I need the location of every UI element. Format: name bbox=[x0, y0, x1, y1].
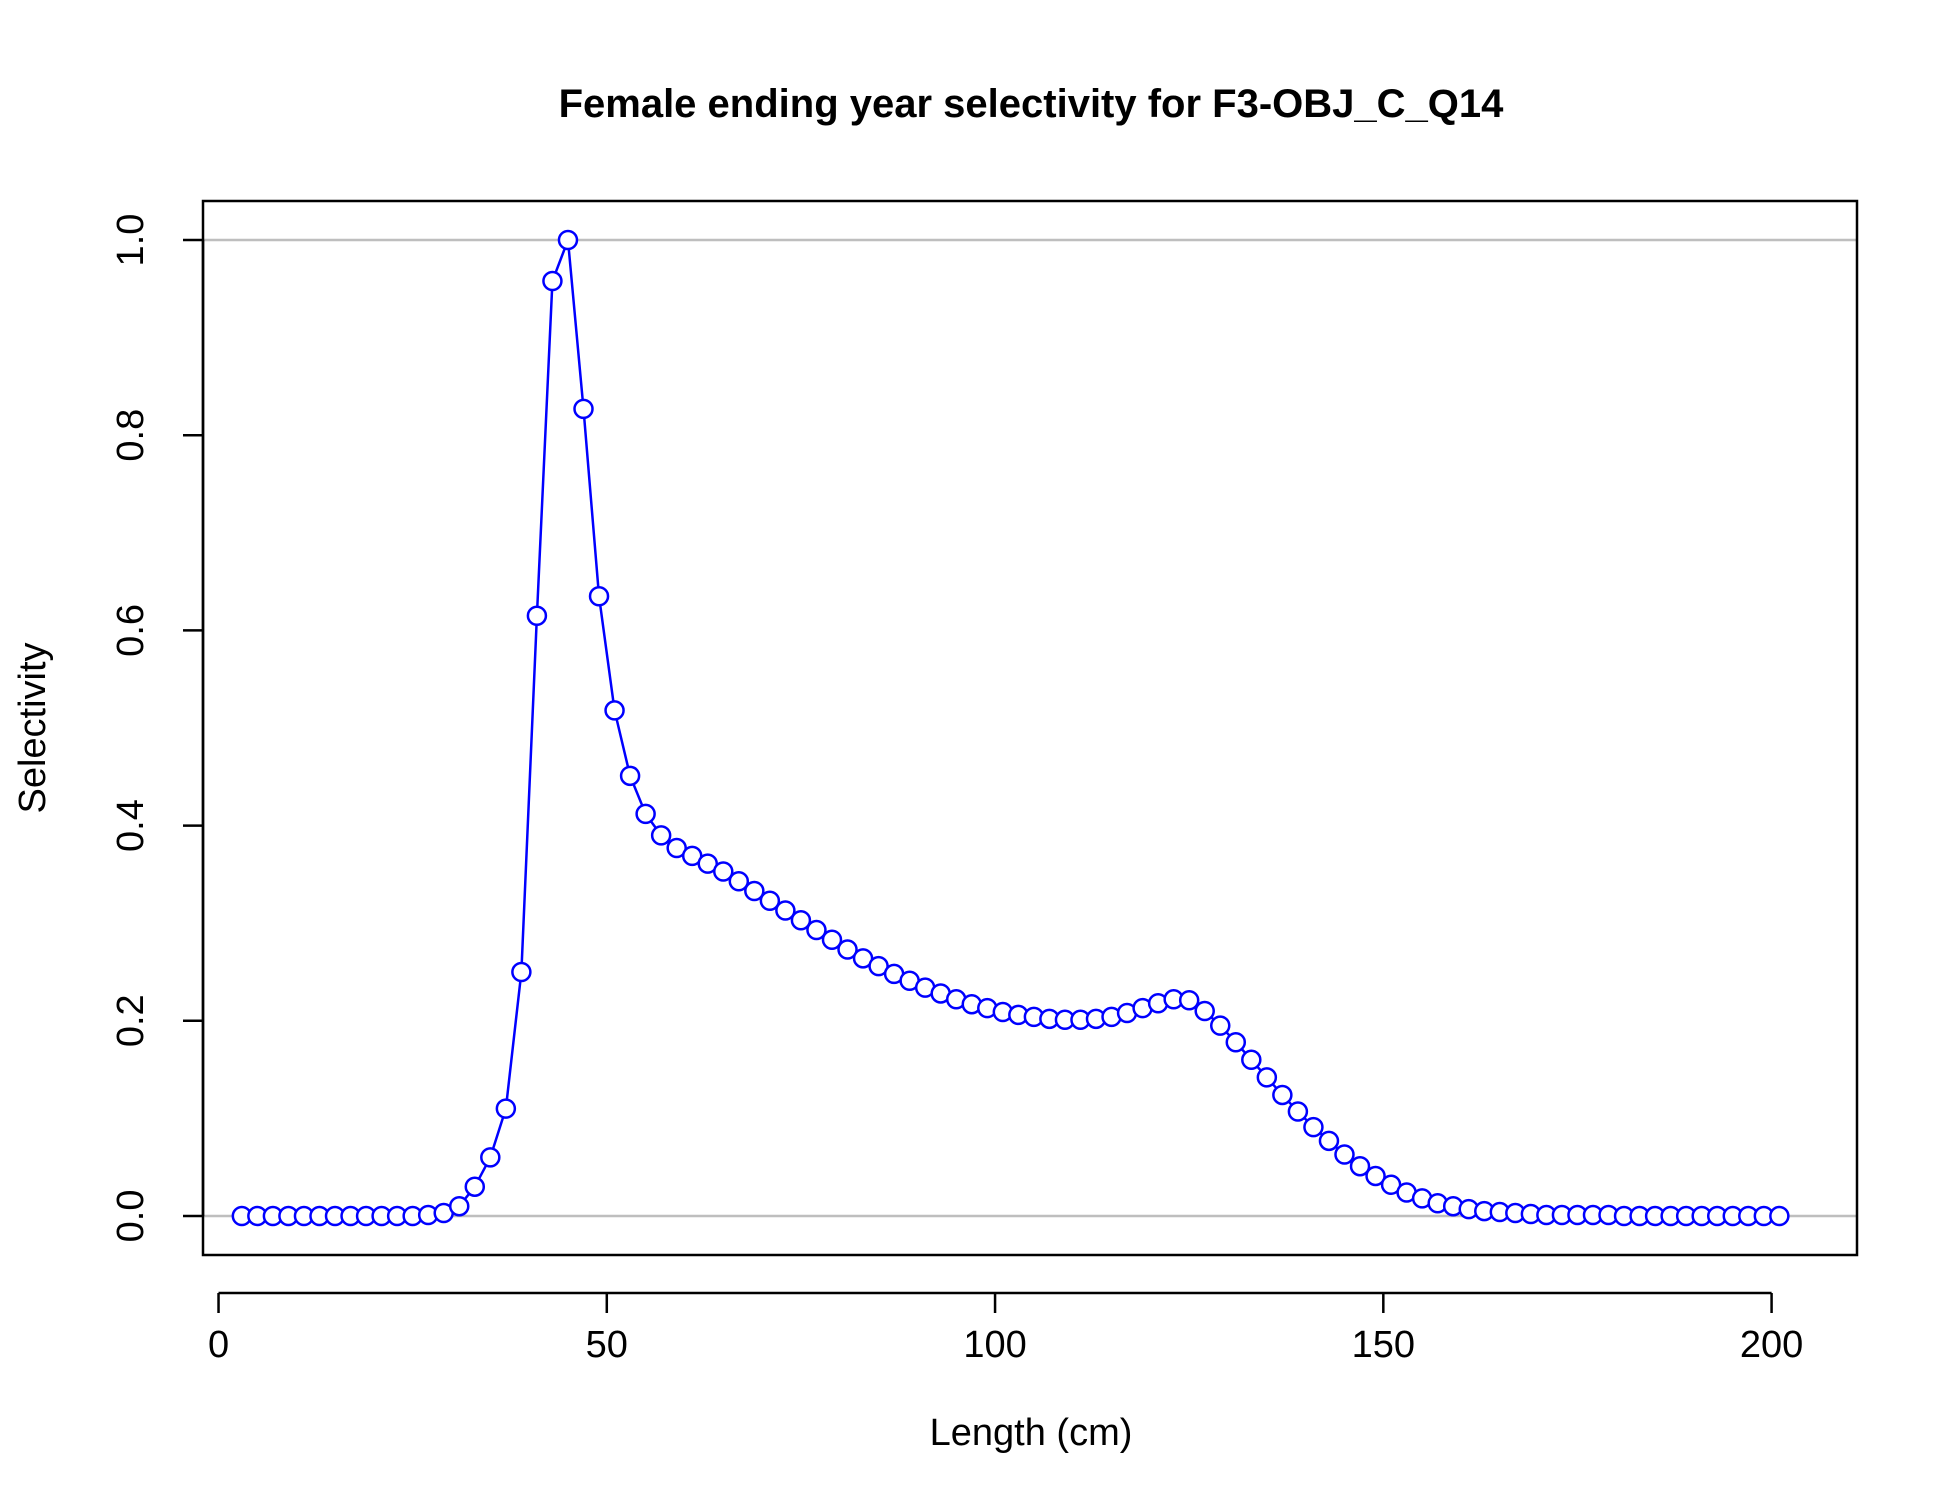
y-axis: 0.0 0.2 0.4 0.6 0.8 1.0 bbox=[110, 214, 205, 1243]
y-axis-label: Selectivity bbox=[12, 642, 54, 813]
y-tick-label: 0.8 bbox=[110, 409, 152, 462]
data-point bbox=[604, 700, 625, 721]
series-line bbox=[241, 239, 1780, 1218]
data-point bbox=[1241, 1049, 1262, 1071]
y-tick-label: 1.0 bbox=[110, 214, 152, 267]
data-point bbox=[449, 1195, 470, 1217]
data-point bbox=[1334, 1144, 1355, 1165]
data-point bbox=[1210, 1015, 1231, 1036]
data-point bbox=[1178, 990, 1200, 1011]
data-point bbox=[1194, 1000, 1215, 1022]
data-point bbox=[1769, 1205, 1790, 1227]
data-point bbox=[588, 586, 610, 607]
data-point bbox=[806, 919, 827, 941]
y-tick-label: 0.6 bbox=[110, 604, 152, 657]
x-tick-label: 150 bbox=[1352, 1324, 1415, 1366]
chart-title: Female ending year selectivity for F3-OB… bbox=[559, 82, 1505, 126]
data-point bbox=[1256, 1067, 1278, 1088]
data-point bbox=[542, 270, 563, 292]
x-axis: 0 50 100 150 200 bbox=[208, 1291, 1803, 1366]
data-point bbox=[480, 1147, 501, 1168]
data-point bbox=[511, 961, 532, 983]
y-tick-label: 0.0 bbox=[110, 1190, 152, 1243]
data-point bbox=[650, 825, 672, 846]
data-point bbox=[837, 939, 858, 960]
data-point bbox=[1272, 1084, 1293, 1106]
data-point bbox=[775, 900, 796, 921]
data-point bbox=[495, 1098, 517, 1119]
data-point bbox=[573, 398, 594, 420]
x-axis-label: Length (cm) bbox=[930, 1412, 1133, 1454]
plot-frame bbox=[201, 199, 1859, 1257]
data-point bbox=[728, 870, 750, 892]
x-tick-label: 50 bbox=[586, 1324, 628, 1366]
plot-area bbox=[201, 199, 1859, 1257]
data-point bbox=[635, 803, 656, 825]
y-tick-label: 0.4 bbox=[110, 799, 152, 852]
data-point bbox=[1318, 1130, 1340, 1152]
data-point bbox=[557, 229, 579, 251]
x-tick-label: 0 bbox=[208, 1324, 229, 1366]
data-point bbox=[821, 929, 843, 951]
data-point bbox=[526, 605, 548, 627]
data-point bbox=[1287, 1101, 1309, 1122]
data-point bbox=[1349, 1155, 1371, 1177]
x-tick-label: 100 bbox=[963, 1324, 1026, 1366]
data-point bbox=[619, 765, 641, 787]
x-tick-label: 200 bbox=[1740, 1324, 1803, 1366]
data-point bbox=[713, 861, 734, 882]
data-point bbox=[1365, 1165, 1386, 1187]
data-point bbox=[1303, 1116, 1324, 1138]
data-point bbox=[1225, 1032, 1247, 1053]
data-point bbox=[790, 910, 812, 931]
data-point bbox=[744, 880, 765, 902]
data-point bbox=[759, 890, 781, 911]
y-tick-label: 0.2 bbox=[110, 994, 152, 1047]
data-point bbox=[464, 1176, 486, 1197]
